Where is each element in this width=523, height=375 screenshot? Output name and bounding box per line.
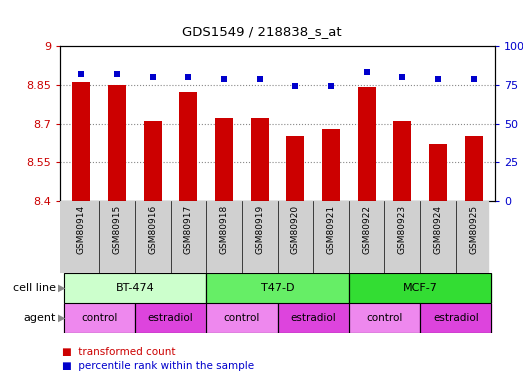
Text: GSM80925: GSM80925 bbox=[469, 205, 478, 254]
Bar bbox=[135, 303, 206, 333]
Text: MCF-7: MCF-7 bbox=[403, 283, 438, 293]
Bar bbox=[64, 273, 206, 303]
Text: GSM80915: GSM80915 bbox=[112, 205, 121, 254]
Bar bbox=[206, 303, 278, 333]
Bar bbox=[349, 303, 420, 333]
Bar bbox=[64, 303, 135, 333]
Bar bbox=[215, 118, 233, 201]
Bar bbox=[349, 273, 492, 303]
Text: control: control bbox=[81, 313, 117, 323]
Bar bbox=[465, 136, 483, 201]
Bar bbox=[420, 303, 492, 333]
Bar bbox=[206, 273, 349, 303]
Text: GSM80914: GSM80914 bbox=[77, 205, 86, 254]
Bar bbox=[179, 93, 197, 201]
Bar bbox=[73, 82, 90, 201]
Text: estradiol: estradiol bbox=[290, 313, 336, 323]
Text: GSM80917: GSM80917 bbox=[184, 205, 193, 254]
Text: control: control bbox=[366, 313, 403, 323]
Text: GSM80918: GSM80918 bbox=[220, 205, 229, 254]
Text: GSM80922: GSM80922 bbox=[362, 205, 371, 254]
Bar bbox=[278, 303, 349, 333]
Bar bbox=[322, 129, 340, 201]
Bar bbox=[429, 144, 447, 201]
Text: GSM80924: GSM80924 bbox=[434, 205, 442, 254]
Bar bbox=[108, 85, 126, 201]
Text: ▶: ▶ bbox=[58, 313, 65, 323]
Text: T47-D: T47-D bbox=[261, 283, 294, 293]
Text: GSM80923: GSM80923 bbox=[398, 205, 407, 254]
Text: ■  transformed count: ■ transformed count bbox=[62, 347, 176, 357]
Bar bbox=[358, 87, 376, 201]
Bar bbox=[349, 303, 420, 333]
Text: agent: agent bbox=[24, 313, 56, 323]
Text: GSM80921: GSM80921 bbox=[326, 205, 335, 254]
Bar bbox=[349, 273, 492, 303]
Bar bbox=[64, 303, 135, 333]
Bar bbox=[144, 121, 162, 201]
Text: GSM80920: GSM80920 bbox=[291, 205, 300, 254]
Bar bbox=[393, 121, 411, 201]
Text: control: control bbox=[224, 313, 260, 323]
Bar bbox=[420, 303, 492, 333]
Text: GSM80919: GSM80919 bbox=[255, 205, 264, 254]
Text: estradiol: estradiol bbox=[147, 313, 194, 323]
Bar bbox=[206, 273, 349, 303]
Text: BT-474: BT-474 bbox=[116, 283, 154, 293]
Bar bbox=[64, 273, 206, 303]
Text: cell line: cell line bbox=[13, 283, 56, 293]
Bar bbox=[287, 136, 304, 201]
Text: estradiol: estradiol bbox=[433, 313, 479, 323]
Bar bbox=[251, 118, 269, 201]
Text: GDS1549 / 218838_s_at: GDS1549 / 218838_s_at bbox=[181, 26, 342, 39]
Text: GSM80916: GSM80916 bbox=[148, 205, 157, 254]
Bar bbox=[206, 303, 278, 333]
Text: ■  percentile rank within the sample: ■ percentile rank within the sample bbox=[62, 361, 254, 371]
Bar bbox=[278, 303, 349, 333]
Text: ▶: ▶ bbox=[58, 283, 65, 293]
Bar bbox=[135, 303, 206, 333]
